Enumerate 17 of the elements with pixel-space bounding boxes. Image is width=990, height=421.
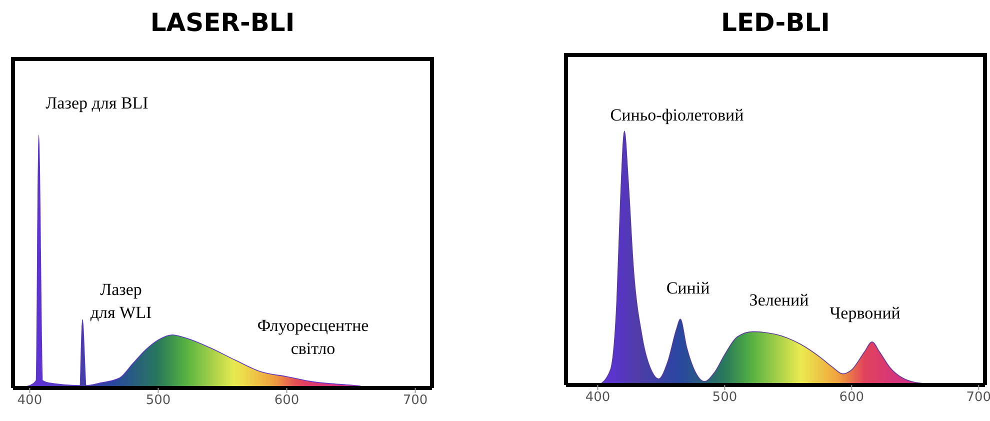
x-tick-label: 600	[839, 390, 864, 406]
annotation: Синій	[666, 278, 710, 300]
annotation: Лазер для WLI	[90, 279, 152, 324]
x-tick-label: 500	[146, 393, 171, 408]
text: Синьо-фіолетовий	[610, 104, 744, 126]
x-tick-label: 700	[966, 390, 990, 406]
annotation: Червоний	[830, 302, 900, 324]
chart-title: LED-BLI	[720, 8, 831, 37]
annotation: Зелений	[749, 290, 809, 312]
x-tick-label: 400	[17, 393, 42, 408]
text: Лазер для BLI	[46, 92, 148, 114]
annotation: Флуоресцентне світло	[257, 315, 369, 360]
x-tick-label: 400	[585, 390, 610, 406]
x-tick-label: 600	[274, 393, 300, 408]
x-tick-label: 700	[402, 393, 428, 408]
x-tick-label: 500	[712, 390, 738, 406]
chart-title: LASER-BLI	[149, 8, 296, 37]
